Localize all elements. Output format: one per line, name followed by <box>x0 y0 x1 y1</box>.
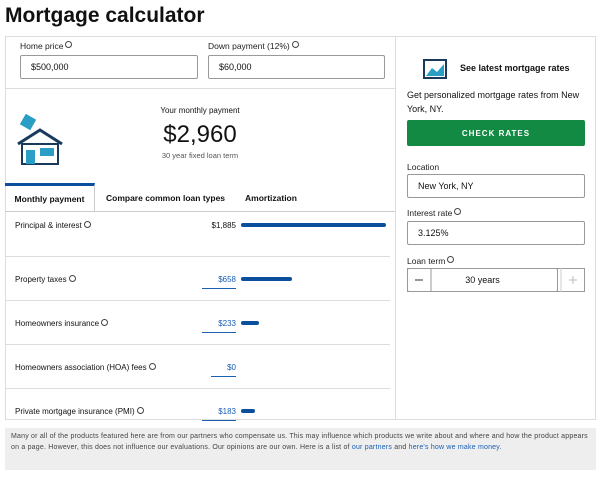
rates-title: See latest mortgage rates <box>460 63 570 73</box>
loan-term-note: 30 year fixed loan term <box>161 151 239 160</box>
rates-icon <box>423 59 447 79</box>
down-payment-input[interactable]: $60,000 <box>208 55 385 79</box>
interest-rate-input[interactable]: 3.125% <box>407 221 585 245</box>
link[interactable]: here's how we make money. <box>408 443 502 451</box>
location-label: Location <box>407 162 440 172</box>
label: Down payment (12%) <box>208 41 299 51</box>
down-payment-label: Down payment (12%) <box>208 41 290 51</box>
row-amount[interactable]: $658 <box>202 275 236 289</box>
help-icon[interactable] <box>136 407 144 414</box>
help-icon[interactable] <box>65 41 73 48</box>
payment-bar <box>241 409 256 413</box>
payment-label: Your monthly payment <box>160 106 240 115</box>
row-label: Principal & interest <box>15 221 91 230</box>
row-label: Private mortgage insurance (PMI) <box>15 407 144 416</box>
house-icon <box>17 114 63 165</box>
row-label-text: Private mortgage insurance (PMI) <box>15 407 135 416</box>
row-label: Homeowners association (HOA) fees <box>15 363 156 372</box>
payment-bar <box>241 321 259 325</box>
row-amount[interactable]: $183 <box>202 407 236 421</box>
divider <box>395 36 396 420</box>
row-label-text: Homeowners insurance <box>15 319 100 328</box>
row-amount: $1,885 <box>211 221 236 230</box>
payment-bar <box>241 223 386 227</box>
help-icon[interactable] <box>68 275 76 282</box>
increment[interactable] <box>569 276 577 284</box>
home-price-input[interactable]: $500,000 <box>20 55 198 79</box>
breakdown-row: Homeowners insurance $233 <box>5 300 390 345</box>
interest-rate-label: Interest rate <box>407 208 453 218</box>
tab[interactable]: Amortization <box>245 193 297 203</box>
row-label-text: Principal & interest <box>15 221 82 230</box>
stepper <box>407 268 585 292</box>
row-amount[interactable]: $0 <box>211 363 236 377</box>
help-icon[interactable] <box>447 256 455 263</box>
disclaimer: Many or all of the products featured her… <box>5 428 596 470</box>
row-label-text: Homeowners association (HOA) fees <box>15 363 147 372</box>
disclaimer-text: and <box>394 443 407 451</box>
help-icon[interactable] <box>83 221 91 228</box>
breakdown-row: Property taxes $658 <box>5 256 390 301</box>
row-label: Homeowners insurance <box>15 319 109 328</box>
label: Home price <box>20 41 73 51</box>
help-icon[interactable] <box>101 319 109 326</box>
row-label-text: Property taxes <box>15 275 67 284</box>
tab-rule <box>5 211 395 212</box>
label: Interest rate <box>407 208 462 218</box>
help-icon[interactable] <box>148 363 156 370</box>
breakdown-row: Principal & interest $1,885 <box>5 212 390 257</box>
help-icon[interactable] <box>454 208 462 215</box>
payment-amount: $2,960 <box>163 121 237 148</box>
page-title: Mortgage calculator <box>5 4 205 27</box>
location-input[interactable]: New York, NY <box>407 174 585 198</box>
payment-bar <box>241 277 292 281</box>
calculator-box <box>5 36 596 420</box>
rates-text: Get personalized mortgage rates from New… <box>407 90 580 114</box>
help-icon[interactable] <box>291 41 299 48</box>
home-price-label: Home price <box>20 41 64 51</box>
loan-term-label: Loan term <box>407 256 446 266</box>
row-amount[interactable]: $233 <box>202 319 236 333</box>
check-rates-button[interactable]: CHECK RATES <box>407 120 585 146</box>
label: Loan term <box>407 256 455 266</box>
tab[interactable]: Monthly payment <box>5 183 95 211</box>
disclaimer-text: Many or all of the products featured her… <box>11 433 588 451</box>
breakdown-row: Homeowners association (HOA) fees $0 <box>5 344 390 389</box>
divider <box>5 88 395 89</box>
link[interactable]: our partners <box>351 443 393 451</box>
tab[interactable]: Compare common loan types <box>106 193 226 203</box>
breakdown-row: Private mortgage insurance (PMI) $183 <box>5 388 390 433</box>
row-label: Property taxes <box>15 275 76 284</box>
